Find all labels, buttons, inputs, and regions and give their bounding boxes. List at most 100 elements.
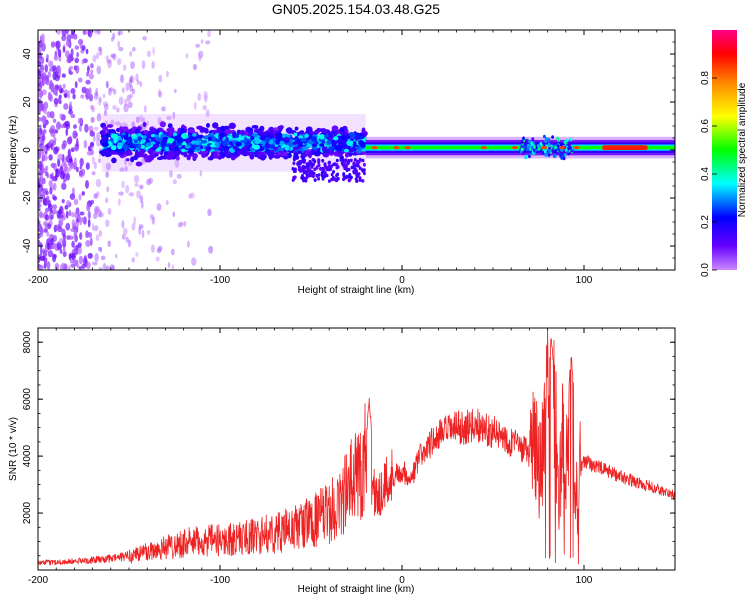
heatmap-cell [307,130,312,136]
heatmap-speckle [172,179,177,185]
heatmap-speckle [46,195,50,202]
heatmap-speckle [121,180,125,189]
heatmap-speckle [179,221,184,227]
heatmap-cell [313,178,317,182]
heatmap-speckle [188,193,192,199]
heatmap-speckle [156,203,162,211]
heatmap-speckle [78,266,82,270]
heatmap-cell [133,139,139,144]
heatmap-cell [361,127,366,134]
heatmap-speckle [131,257,136,263]
snr-y-tick-label: 6000 [22,388,33,411]
heatmap-cell [310,173,314,178]
heatmap-cell [326,140,332,145]
heatmap-speckle [207,30,211,38]
heatmap-cell [308,159,312,164]
heatmap-speckle [61,262,65,268]
heatmap-speckle [52,175,58,182]
spectrogram-y-axis-label: Frequency (Hz) [8,116,19,185]
heatmap-speckle [98,267,103,270]
heatmap-cell [273,127,280,131]
heatmap-speckle [72,93,76,100]
heatmap-speckle [105,55,109,60]
heatmap-cell [547,153,551,157]
heatmap-speckle [102,101,109,107]
heatmap-speckle [74,57,79,64]
heatmap-hotspot [573,146,580,150]
heatmap-cell [222,146,228,151]
heatmap-cell [236,129,242,134]
heatmap-speckle [109,87,114,92]
heatmap-cell [291,167,295,171]
colorbar-tick-label: 0.4 [700,167,711,181]
heatmap-speckle [41,155,45,162]
spectrogram-x-tick-label: 0 [399,275,405,286]
heatmap-speckle [118,191,124,196]
heatmap-speckle [83,140,88,149]
snr-y-tick-label: 2000 [22,501,33,524]
colorbar: 0.0 0.2 0.4 0.6 0.8 Normalized spectral ampl… [700,30,748,277]
heatmap-speckle [139,81,143,88]
heatmap-speckle [68,209,72,217]
heatmap-cell [188,135,194,140]
heatmap-speckle [167,262,171,269]
heatmap-speckle [141,201,144,209]
heatmap-cell [279,140,285,145]
heatmap-cell [325,149,330,153]
heatmap-speckle [38,132,41,141]
heatmap-speckle [38,85,42,93]
heatmap-cell [137,136,142,141]
heatmap-speckle [53,146,59,155]
heatmap-speckle [88,93,94,102]
heatmap-cell [200,140,208,144]
heatmap-speckle [90,62,94,69]
heatmap-speckle [61,182,67,190]
heatmap-cell [194,140,200,146]
heatmap-cell [111,157,117,164]
heatmap-cell [525,154,529,159]
heatmap-cell [294,126,299,131]
heatmap-speckle [208,245,214,254]
heatmap-cell [362,168,366,173]
heatmap-speckle [131,88,136,95]
heatmap-cell [322,153,330,158]
heatmap-speckle [105,219,110,228]
heatmap-cell [352,170,356,175]
heatmap-cell [328,146,336,151]
heatmap-cell [343,148,349,153]
snr-series-line [38,328,675,566]
heatmap-cell [325,167,329,172]
heatmap-cell [283,156,289,160]
heatmap-speckle [203,90,208,100]
heatmap-cell [218,136,223,141]
heatmap-speckle [122,64,127,71]
heatmap-speckle [84,123,89,133]
heatmap-cell [256,151,262,156]
heatmap-speckle [45,165,49,171]
heatmap-speckle [66,136,73,145]
spectrogram-y-tick-label: 0 [22,147,33,153]
heatmap-speckle [121,87,125,94]
heatmap-cell [223,149,229,155]
heatmap-speckle [92,261,98,266]
heatmap-speckle [38,98,42,108]
heatmap-cell [246,127,254,133]
heatmap-speckle [38,203,42,209]
heatmap-speckle [69,193,76,201]
heatmap-speckle [123,103,129,113]
heatmap-speckle [136,190,141,199]
heatmap-cell [135,161,143,167]
heatmap-speckle [87,218,91,228]
colorbar-tick-label: 0.2 [700,215,711,229]
heatmap-cell [547,142,551,147]
heatmap-speckle [72,130,78,139]
heatmap-speckle [198,54,202,62]
heatmap-speckle [38,90,43,99]
heatmap-cell [283,151,288,158]
heatmap-speckle [68,109,74,115]
heatmap-cell [293,132,298,137]
heatmap-speckle [41,177,46,185]
heatmap-speckle [54,262,60,270]
heatmap-cell [329,150,335,154]
heatmap-speckle [42,104,45,113]
